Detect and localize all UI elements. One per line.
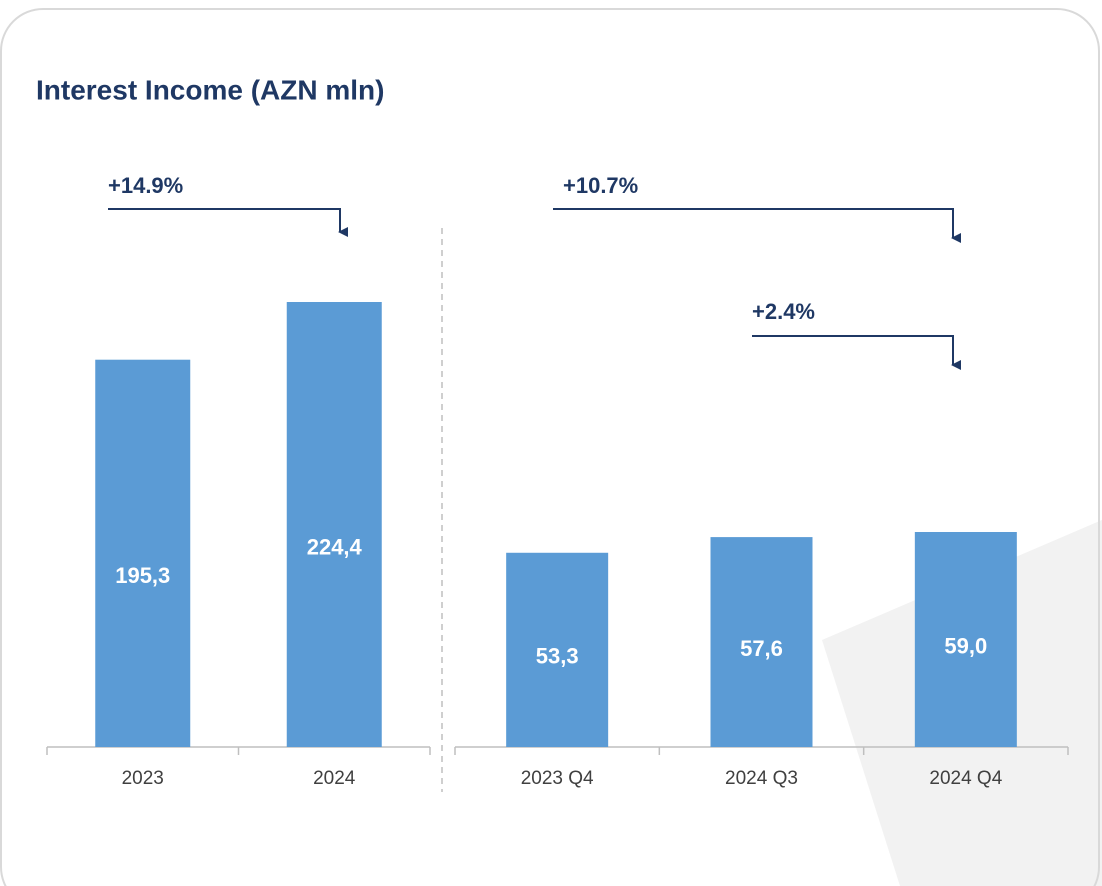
x-tick-label: 2024 — [313, 768, 356, 789]
chart-title: Interest Income (AZN mln) — [36, 74, 384, 105]
x-tick-label: 2023 Q4 — [521, 768, 594, 789]
bar — [506, 552, 609, 747]
value-label: 57,6 — [740, 636, 783, 661]
bar — [914, 532, 1017, 747]
growth-label: +10.7% — [563, 173, 638, 198]
growth-label: +2.4% — [752, 299, 815, 324]
card-border — [0, 8, 1100, 886]
x-tick-label: 2024 Q4 — [929, 768, 1002, 789]
value-label: 195,3 — [115, 563, 170, 588]
growth-arrow — [108, 208, 348, 237]
growth-label: +14.9% — [108, 173, 183, 198]
value-label: 224,4 — [307, 534, 363, 559]
growth-arrow — [752, 335, 961, 370]
bar — [286, 302, 382, 747]
x-tick-label: 2024 Q3 — [725, 768, 798, 789]
growth-arrow — [553, 208, 961, 243]
value-label: 53,3 — [536, 644, 579, 669]
value-label: 59,0 — [944, 633, 987, 658]
bar — [95, 359, 191, 747]
x-tick-label: 2023 — [122, 768, 164, 789]
bar — [710, 537, 813, 747]
